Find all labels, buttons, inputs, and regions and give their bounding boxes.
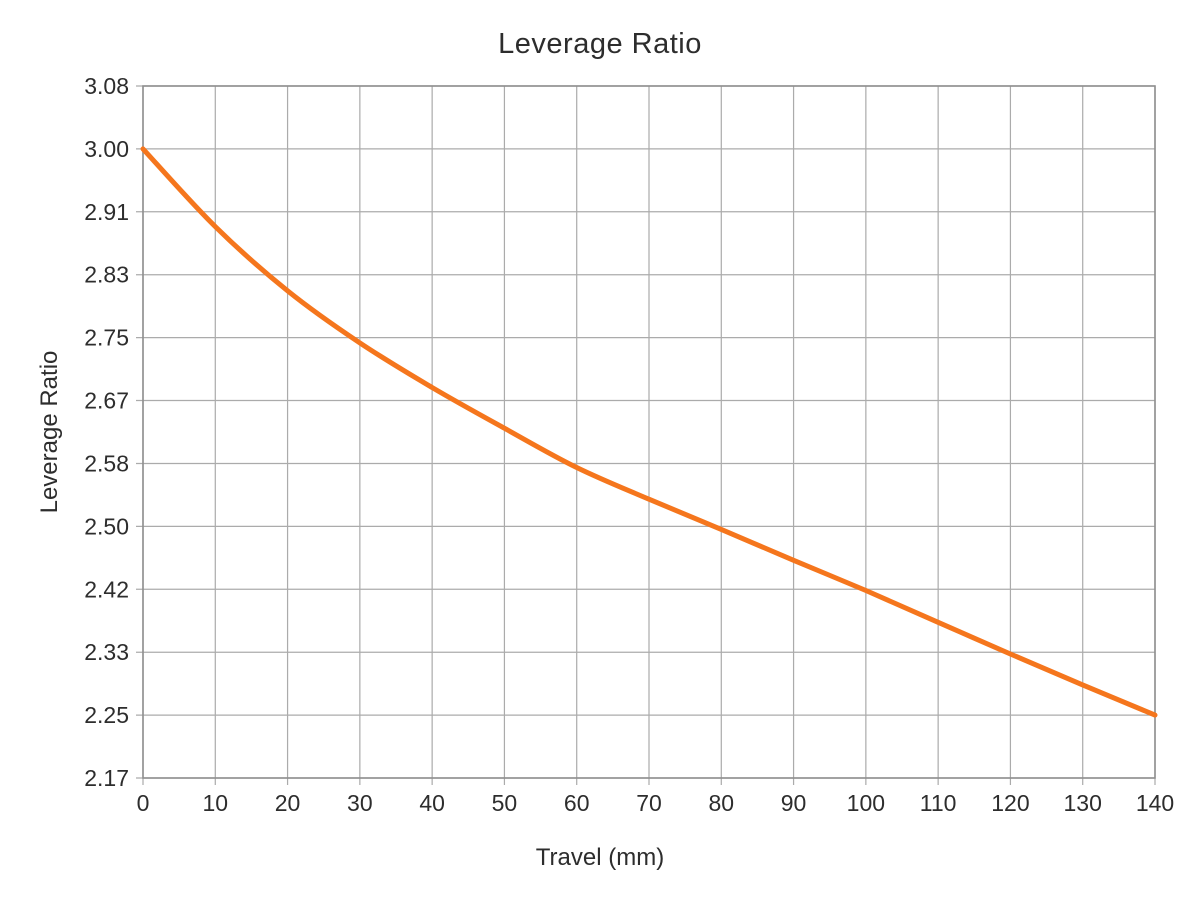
x-tick-label: 90: [781, 790, 807, 816]
y-tick-label: 2.25: [84, 702, 129, 728]
y-tick-label: 3.08: [84, 73, 129, 99]
y-tick-label: 2.91: [84, 199, 129, 225]
y-tick-label: 2.50: [84, 513, 129, 539]
x-tick-label: 120: [991, 790, 1029, 816]
y-tick-label: 2.58: [84, 450, 129, 476]
x-tick-label: 80: [708, 790, 734, 816]
x-tick-label: 30: [347, 790, 373, 816]
y-tick-label: 2.67: [84, 388, 129, 414]
y-tick-label: 2.75: [84, 325, 129, 351]
y-tick-label: 3.00: [84, 136, 129, 162]
x-tick-label: 60: [564, 790, 590, 816]
x-tick-label: 10: [202, 790, 228, 816]
x-tick-label: 100: [847, 790, 885, 816]
plot-border: [142, 85, 1156, 779]
y-tick-label: 2.17: [84, 765, 129, 791]
x-tick-label: 40: [419, 790, 445, 816]
x-tick-label: 130: [1064, 790, 1102, 816]
x-tick-label: 110: [920, 790, 957, 816]
x-axis-title: Travel (mm): [535, 844, 665, 871]
leverage-ratio-curve: [140, 146, 1158, 718]
x-tick-label: 50: [492, 790, 518, 816]
chart-title: Leverage Ratio: [498, 28, 702, 60]
y-tick-label: 2.42: [84, 576, 129, 602]
x-tick-label: 0: [137, 790, 150, 816]
y-tick-label: 2.83: [84, 262, 129, 288]
x-tick-label: 20: [275, 790, 301, 816]
x-tick-label: 70: [636, 790, 662, 816]
x-tick-label: 140: [1136, 790, 1174, 816]
y-tick-label: 2.33: [84, 639, 129, 665]
